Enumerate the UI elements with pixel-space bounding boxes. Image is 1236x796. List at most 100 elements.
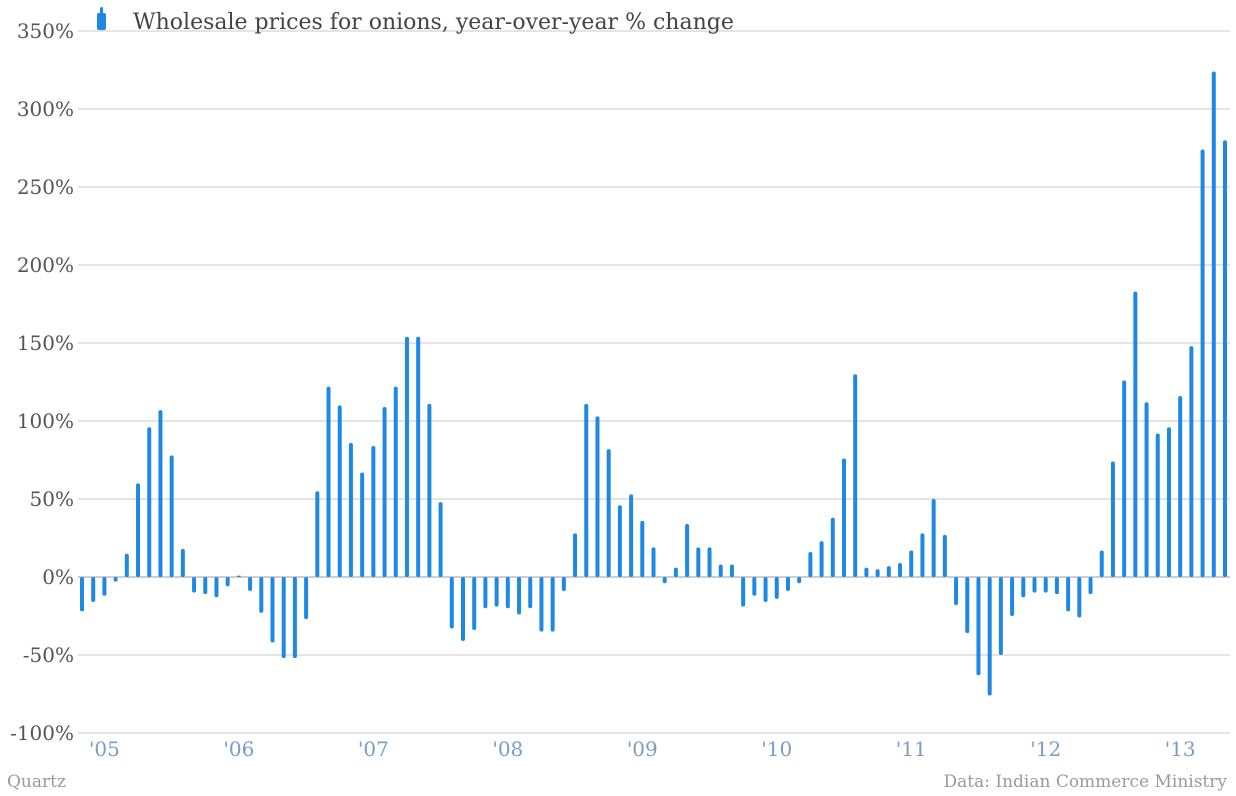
bar	[662, 577, 667, 584]
bar	[517, 577, 522, 615]
bar	[270, 577, 275, 643]
bar	[1155, 433, 1160, 577]
bar	[169, 455, 174, 577]
bar	[360, 472, 365, 577]
bar	[931, 499, 936, 577]
bar	[1032, 577, 1037, 593]
bar	[898, 562, 903, 577]
bar	[304, 577, 309, 620]
bar	[1211, 71, 1216, 577]
bar	[225, 577, 230, 587]
bar	[102, 577, 107, 596]
bar	[987, 577, 992, 696]
x-tick-label: '05	[89, 737, 120, 761]
x-tick-label: '07	[358, 737, 389, 761]
bar	[920, 533, 925, 577]
bar	[573, 533, 578, 577]
x-tick-label: '06	[223, 737, 254, 761]
gridlines	[78, 30, 1230, 734]
bar	[606, 449, 611, 577]
bar	[483, 577, 488, 609]
y-tick-label: 150%	[17, 331, 74, 355]
y-tick-label: 300%	[17, 97, 74, 121]
bar	[158, 410, 163, 577]
bar	[214, 577, 219, 598]
bar	[942, 534, 947, 577]
bar	[808, 552, 813, 577]
bar	[1021, 577, 1026, 598]
y-tick-label: 50%	[30, 487, 74, 511]
bar	[1133, 291, 1138, 577]
bar	[617, 505, 622, 577]
bar	[561, 577, 566, 592]
bar-series	[80, 71, 1227, 696]
y-tick-label: 200%	[17, 253, 74, 277]
bar	[819, 541, 824, 577]
y-tick-label: 250%	[17, 175, 74, 199]
bar	[696, 547, 701, 577]
bar	[954, 577, 959, 606]
bar	[461, 577, 465, 641]
bar	[80, 577, 84, 612]
bar	[1144, 402, 1149, 577]
y-tick-label: -50%	[23, 643, 74, 667]
bar	[1077, 577, 1082, 618]
x-axis-tick-labels: '05 '06 '07 '08 '09 '10 '11 '12 '13	[89, 737, 1196, 761]
bar	[640, 520, 645, 577]
bar	[326, 386, 331, 577]
bar	[136, 483, 141, 577]
bar	[965, 577, 970, 634]
y-tick-label: -100%	[10, 721, 74, 745]
bar	[292, 577, 297, 659]
bar	[348, 442, 353, 577]
legend-swatch-icon	[97, 7, 106, 30]
y-tick-label: 350%	[17, 19, 74, 43]
bar	[1099, 550, 1104, 577]
bar	[842, 458, 846, 577]
x-tick-label: '08	[492, 737, 523, 761]
source-label: Data: Indian Commerce Ministry	[943, 772, 1227, 792]
bar	[797, 577, 802, 584]
bar	[1110, 461, 1115, 577]
bar	[875, 569, 880, 577]
bar	[752, 577, 757, 596]
bar	[539, 577, 544, 632]
bar	[1200, 149, 1205, 577]
bar	[1088, 577, 1093, 595]
bar	[248, 577, 253, 592]
y-axis-tick-labels: -100% -50% 0% 50% 100% 150% 200% 250% 300% 350%	[10, 19, 74, 745]
bar	[584, 403, 589, 577]
bar	[741, 577, 746, 607]
bar	[718, 564, 723, 577]
bar	[1066, 577, 1071, 612]
bar	[853, 374, 858, 577]
bar	[147, 427, 152, 577]
bar	[830, 517, 835, 577]
bar	[281, 577, 286, 659]
bar	[438, 502, 443, 577]
x-tick-label: '12	[1030, 737, 1061, 761]
bar	[1122, 380, 1127, 577]
credit-label: Quartz	[7, 772, 66, 792]
bar	[629, 494, 634, 577]
bar	[1010, 577, 1015, 616]
bar	[651, 547, 656, 577]
bar	[113, 577, 118, 582]
bar	[998, 577, 1003, 655]
bar	[371, 445, 376, 577]
bar	[124, 553, 129, 577]
legend-label: Wholesale prices for onions, year-over-y…	[133, 10, 734, 35]
bar	[673, 567, 678, 577]
bar	[774, 577, 779, 599]
bar	[864, 567, 869, 577]
bar	[236, 575, 241, 577]
bar	[1189, 346, 1194, 577]
bar	[1223, 140, 1227, 577]
bar	[472, 577, 477, 631]
bar	[785, 577, 790, 592]
bar	[427, 403, 432, 577]
bar	[180, 548, 185, 577]
bar	[382, 406, 387, 577]
bar	[1166, 427, 1171, 577]
x-tick-label: '11	[896, 737, 927, 761]
